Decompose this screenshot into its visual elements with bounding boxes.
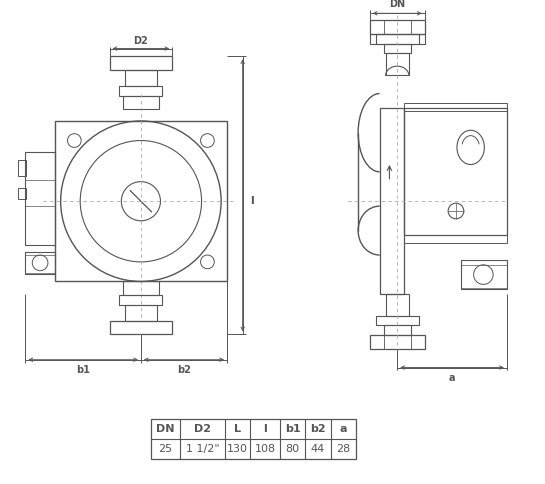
Text: 25: 25 — [158, 444, 172, 454]
Bar — [370, 20, 425, 34]
Bar — [376, 316, 419, 325]
Bar — [370, 335, 425, 349]
Text: 80: 80 — [286, 444, 300, 454]
Bar — [384, 44, 411, 53]
Text: D2: D2 — [134, 36, 148, 45]
Bar — [26, 152, 55, 245]
Text: a: a — [449, 373, 455, 383]
Bar — [370, 34, 425, 44]
Bar — [17, 160, 26, 176]
Bar — [123, 95, 159, 109]
Bar — [385, 294, 409, 316]
Bar — [385, 53, 409, 75]
Bar — [125, 70, 156, 86]
Text: 108: 108 — [255, 444, 276, 454]
Bar — [110, 320, 172, 334]
Text: l: l — [263, 424, 267, 434]
Text: 28: 28 — [336, 444, 350, 454]
Bar — [404, 104, 507, 111]
Text: DN: DN — [389, 0, 405, 9]
Text: l: l — [251, 196, 255, 206]
Bar — [110, 56, 172, 70]
Bar — [125, 305, 156, 320]
Bar — [461, 260, 507, 289]
Text: 44: 44 — [311, 444, 325, 454]
Bar — [380, 108, 404, 294]
Bar — [376, 34, 419, 44]
Bar — [26, 252, 55, 273]
Text: 1 1/2": 1 1/2" — [186, 444, 219, 454]
Text: 130: 130 — [227, 444, 249, 454]
Bar — [404, 235, 507, 243]
Text: b1: b1 — [284, 424, 300, 434]
Bar — [55, 121, 227, 281]
Text: b2: b2 — [310, 424, 326, 434]
Text: D2: D2 — [194, 424, 211, 434]
Bar — [123, 281, 159, 295]
Bar — [17, 187, 26, 199]
Bar — [404, 108, 507, 235]
Text: a: a — [340, 424, 347, 434]
Text: b1: b1 — [76, 365, 90, 376]
Bar — [119, 86, 162, 95]
Bar — [384, 325, 411, 335]
Text: L: L — [234, 424, 241, 434]
Bar — [150, 420, 356, 458]
Bar — [119, 295, 162, 305]
Text: b2: b2 — [177, 365, 191, 376]
Text: DN: DN — [156, 424, 174, 434]
